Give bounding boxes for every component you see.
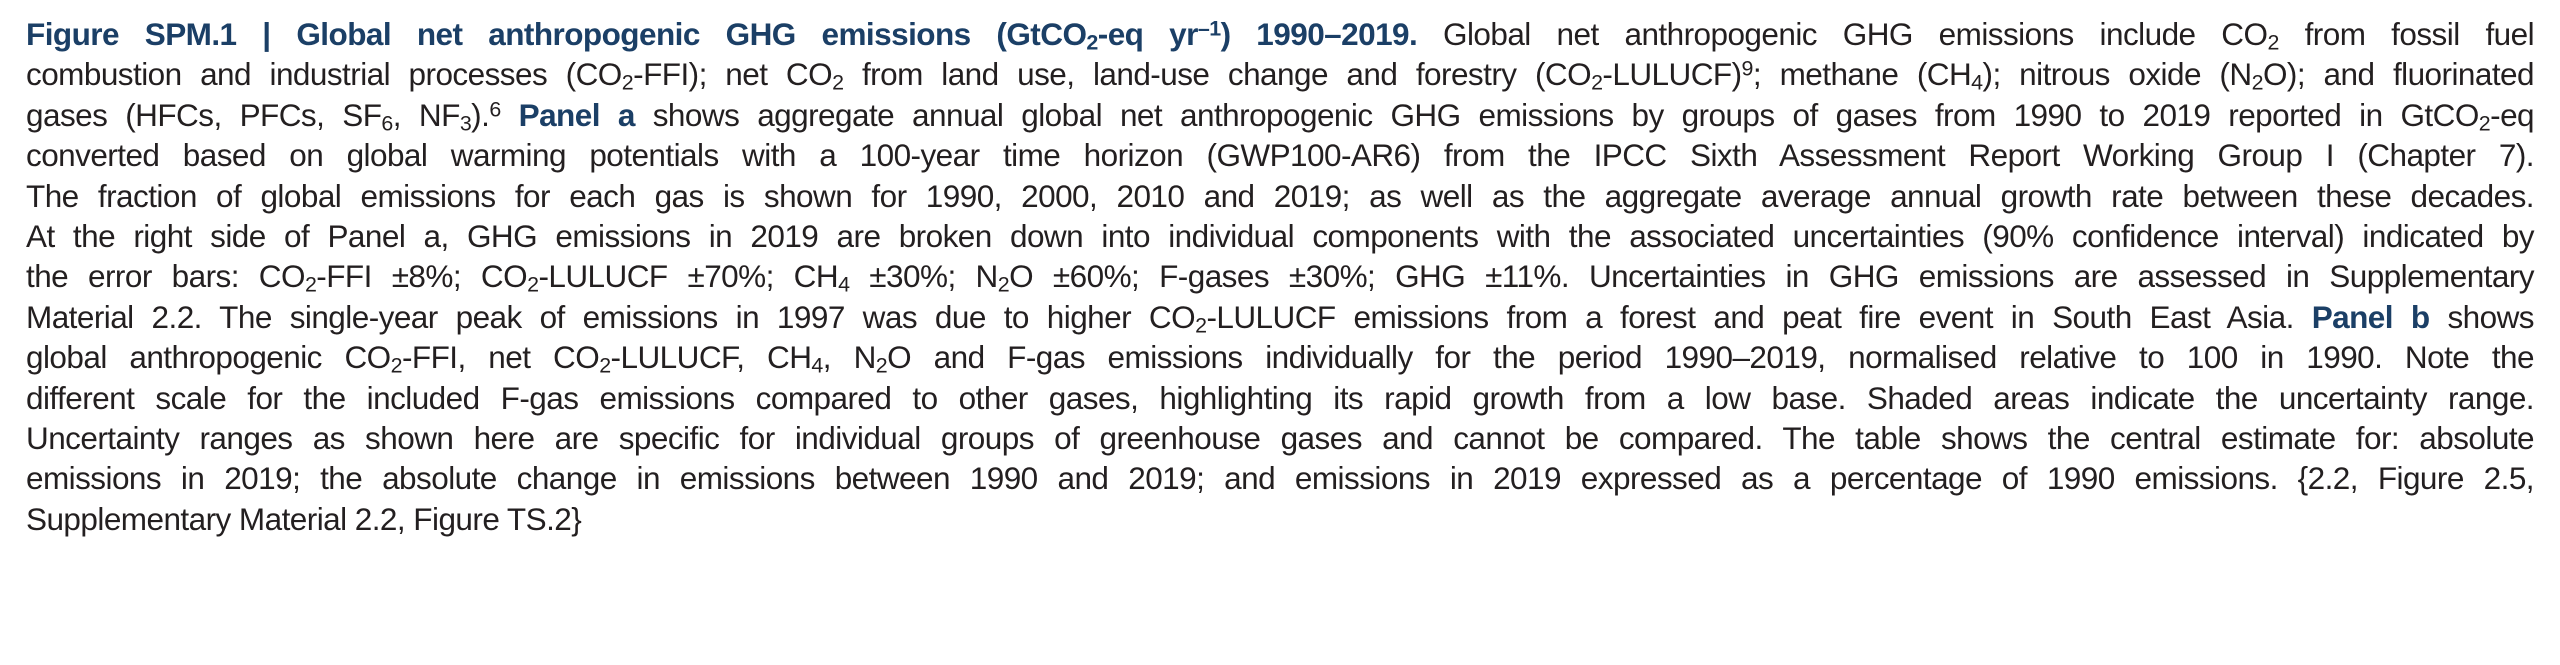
panel-b-label: Panel b — [2311, 298, 2430, 335]
caption-line-12: emissions in 2019; the absolute change i… — [26, 460, 2535, 497]
caption-line-8: Material 2.2. The single-year peak of em… — [26, 298, 2535, 338]
caption-line-1: Figure SPM.1 | Global net anthropogenic … — [26, 16, 2535, 55]
caption-line-9: global anthropogenic CO2-FFI, net CO2-LU… — [26, 339, 2535, 378]
caption-line-7: the error bars: CO2-FFI ±8%; CO2-LULUCF … — [26, 258, 2535, 298]
footnote-ref-6: 6 — [489, 97, 501, 122]
footnote-ref-9: 9 — [1741, 56, 1754, 81]
figure-title: Figure SPM.1 | Global net anthropogenic … — [26, 16, 1418, 55]
caption-line-3: gases (HFCs, PFCs, SF6, NF3).6 Panel a s… — [26, 96, 2535, 136]
caption-line-6: At the right side of Panel a, GHG emissi… — [26, 217, 2535, 254]
caption-line-4: converted based on global warming potent… — [26, 137, 2535, 174]
figure-caption: Figure SPM.1 | Global net anthropogenic … — [26, 14, 2535, 539]
panel-a-label: Panel a — [518, 96, 636, 133]
caption-line-13: Supplementary Material 2.2, Figure TS.2} — [26, 500, 582, 537]
caption-line-2: combustion and industrial processes (CO2… — [26, 56, 2535, 96]
caption-line-10: different scale for the included F-gas e… — [26, 379, 2535, 416]
caption-line-5: The fraction of global emissions for eac… — [26, 177, 2535, 214]
caption-line-11: Uncertainty ranges as shown here are spe… — [26, 419, 2535, 456]
